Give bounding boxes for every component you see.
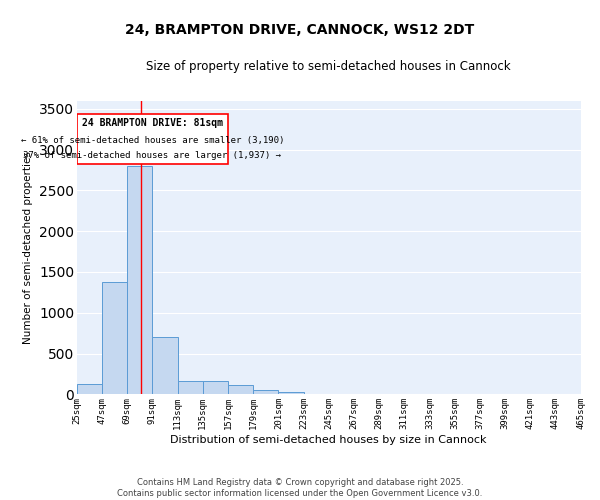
Bar <box>278 392 304 394</box>
Bar <box>228 386 253 394</box>
Bar <box>152 338 178 394</box>
Text: ← 61% of semi-detached houses are smaller (3,190): ← 61% of semi-detached houses are smalle… <box>21 136 284 145</box>
Bar <box>127 166 152 394</box>
X-axis label: Distribution of semi-detached houses by size in Cannock: Distribution of semi-detached houses by … <box>170 435 487 445</box>
Bar <box>178 382 203 394</box>
Text: 24 BRAMPTON DRIVE: 81sqm: 24 BRAMPTON DRIVE: 81sqm <box>82 118 223 128</box>
Bar <box>102 282 127 395</box>
Text: 24, BRAMPTON DRIVE, CANNOCK, WS12 2DT: 24, BRAMPTON DRIVE, CANNOCK, WS12 2DT <box>125 22 475 36</box>
Y-axis label: Number of semi-detached properties: Number of semi-detached properties <box>23 151 34 344</box>
Bar <box>203 382 228 394</box>
Bar <box>77 114 228 164</box>
Bar <box>77 384 102 394</box>
Bar <box>253 390 278 394</box>
Text: Contains HM Land Registry data © Crown copyright and database right 2025.
Contai: Contains HM Land Registry data © Crown c… <box>118 478 482 498</box>
Title: Size of property relative to semi-detached houses in Cannock: Size of property relative to semi-detach… <box>146 60 511 73</box>
Text: 37% of semi-detached houses are larger (1,937) →: 37% of semi-detached houses are larger (… <box>23 151 281 160</box>
